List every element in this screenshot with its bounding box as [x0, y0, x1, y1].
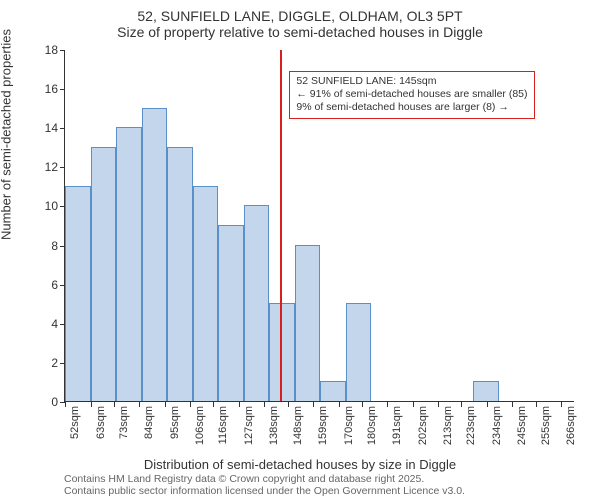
x-tick-label: 170sqm [343, 406, 355, 450]
y-tick-label: 14 [45, 121, 58, 135]
x-tick-label: 191sqm [391, 406, 403, 450]
histogram-bar [473, 381, 499, 401]
y-tick-mark [60, 167, 65, 168]
x-tick-mark [387, 402, 388, 407]
annotation-line-2: ← 91% of semi-detached houses are smalle… [296, 88, 527, 101]
histogram-bar [167, 147, 193, 401]
x-tick-label: 202sqm [417, 406, 429, 450]
y-tick-mark [60, 128, 65, 129]
x-tick-label: 52sqm [69, 406, 81, 450]
x-tick-label: 234sqm [491, 406, 503, 450]
y-tick-label: 2 [51, 356, 58, 370]
y-tick-label: 6 [51, 278, 58, 292]
chart-title-subtitle: Size of property relative to semi-detach… [0, 24, 600, 40]
x-tick-mark [362, 402, 363, 407]
histogram-bar [218, 225, 244, 401]
x-tick-label: 73sqm [118, 406, 130, 450]
x-tick-label: 159sqm [317, 406, 329, 450]
x-tick-mark [264, 402, 265, 407]
x-axis-label: Distribution of semi-detached houses by … [0, 457, 600, 472]
y-tick-label: 4 [51, 317, 58, 331]
x-tick-label: 95sqm [169, 406, 181, 450]
annotation-line-1: 52 SUNFIELD LANE: 145sqm [296, 75, 527, 88]
x-tick-mark [313, 402, 314, 407]
histogram-bar [295, 245, 321, 401]
histogram-bar [116, 127, 142, 401]
x-tick-label: 127sqm [243, 406, 255, 450]
histogram-bar [320, 381, 346, 401]
y-tick-mark [60, 324, 65, 325]
histogram-bar [65, 186, 91, 401]
y-tick-mark [60, 206, 65, 207]
x-tick-label: 266sqm [565, 406, 577, 450]
x-tick-label: 106sqm [194, 406, 206, 450]
y-tick-mark [60, 363, 65, 364]
x-tick-mark [413, 402, 414, 407]
x-tick-label: 116sqm [217, 406, 229, 450]
x-tick-mark [114, 402, 115, 407]
y-tick-label: 18 [45, 43, 58, 57]
annotation-box: 52 SUNFIELD LANE: 145sqm ← 91% of semi-d… [289, 71, 534, 119]
histogram-bar [346, 303, 372, 401]
x-tick-mark [536, 402, 537, 407]
x-tick-mark [288, 402, 289, 407]
histogram-bar [269, 303, 295, 401]
y-tick-label: 0 [51, 395, 58, 409]
x-tick-label: 213sqm [442, 406, 454, 450]
x-tick-mark [165, 402, 166, 407]
x-tick-label: 138sqm [268, 406, 280, 450]
histogram-bar [142, 108, 168, 401]
y-axis-label: Number of semi-detached properties [0, 29, 14, 240]
x-tick-mark [512, 402, 513, 407]
x-tick-mark [213, 402, 214, 407]
x-tick-label: 255sqm [540, 406, 552, 450]
y-tick-label: 8 [51, 239, 58, 253]
x-tick-mark [239, 402, 240, 407]
x-tick-mark [438, 402, 439, 407]
footer-line-1: Contains HM Land Registry data © Crown c… [64, 473, 465, 486]
y-tick-label: 10 [45, 199, 58, 213]
y-tick-label: 16 [45, 82, 58, 96]
y-tick-mark [60, 50, 65, 51]
y-tick-mark [60, 89, 65, 90]
attribution-footer: Contains HM Land Registry data © Crown c… [64, 473, 465, 498]
histogram-bar [244, 205, 270, 401]
y-tick-label: 12 [45, 160, 58, 174]
x-tick-label: 223sqm [465, 406, 477, 450]
chart-plot-area: 52 SUNFIELD LANE: 145sqm ← 91% of semi-d… [64, 50, 574, 402]
histogram-bar [91, 147, 117, 401]
x-tick-label: 84sqm [143, 406, 155, 450]
marker-line [280, 50, 282, 401]
x-tick-mark [190, 402, 191, 407]
footer-line-2: Contains public sector information licen… [64, 485, 465, 498]
x-tick-label: 63sqm [95, 406, 107, 450]
chart-title-main: 52, SUNFIELD LANE, DIGGLE, OLDHAM, OL3 5… [0, 8, 600, 24]
x-tick-mark [139, 402, 140, 407]
x-tick-mark [461, 402, 462, 407]
x-tick-mark [91, 402, 92, 407]
x-tick-label: 180sqm [366, 406, 378, 450]
histogram-bar [193, 186, 219, 401]
annotation-line-3: 9% of semi-detached houses are larger (8… [296, 101, 527, 114]
x-tick-mark [65, 402, 66, 407]
x-tick-mark [487, 402, 488, 407]
y-tick-mark [60, 246, 65, 247]
x-tick-mark [561, 402, 562, 407]
x-tick-label: 148sqm [292, 406, 304, 450]
x-tick-mark [339, 402, 340, 407]
y-tick-mark [60, 285, 65, 286]
x-tick-label: 245sqm [516, 406, 528, 450]
